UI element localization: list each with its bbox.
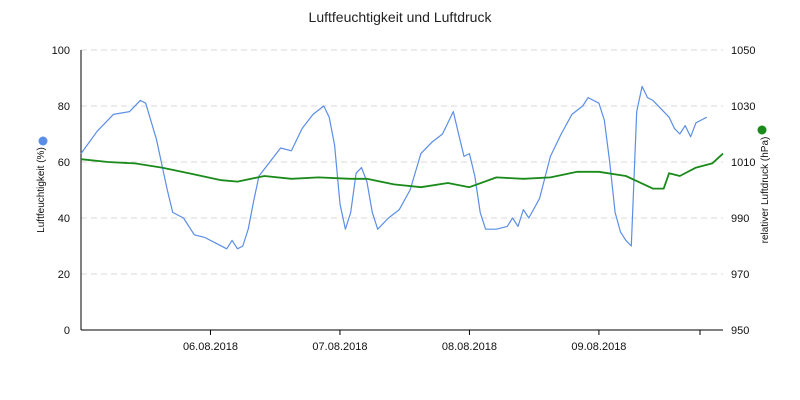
right-tick-label: 990 bbox=[731, 213, 749, 225]
x-tick-label: 06.08.2018 bbox=[183, 341, 238, 353]
axes bbox=[80, 50, 723, 331]
x-tick-label: 07.08.2018 bbox=[312, 341, 367, 353]
x-tick-label: 09.08.2018 bbox=[571, 341, 626, 353]
series-lines bbox=[80, 85, 724, 250]
left-tick-label: 20 bbox=[58, 269, 70, 281]
humidity-series-line bbox=[80, 85, 708, 250]
x-tick-label: 08.08.2018 bbox=[442, 341, 497, 353]
right-tick-label: 970 bbox=[731, 269, 749, 281]
left-axis-ticks: 0 20 40 60 80 100 bbox=[52, 45, 70, 337]
left-axis-title: Luftfeuchtigkeit (%) bbox=[36, 147, 47, 233]
right-tick-label: 950 bbox=[731, 325, 749, 337]
left-tick-label: 0 bbox=[64, 325, 70, 337]
left-tick-label: 60 bbox=[58, 157, 70, 169]
humidity-legend-marker bbox=[38, 136, 48, 146]
pressure-legend-marker bbox=[757, 125, 767, 135]
left-tick-label: 100 bbox=[52, 45, 70, 57]
left-tick-label: 40 bbox=[58, 213, 70, 225]
left-tick-label: 80 bbox=[58, 101, 70, 113]
right-tick-label: 1030 bbox=[731, 101, 755, 113]
right-axis-ticks: 950 970 990 1010 1030 1050 bbox=[731, 45, 755, 337]
chart-title: Luftfeuchtigkeit und Luftdruck bbox=[309, 9, 493, 25]
right-tick-label: 1050 bbox=[731, 45, 755, 57]
right-axis-title: relativer Luftdruck (hPa) bbox=[760, 137, 771, 244]
pressure-series-line bbox=[80, 152, 724, 190]
grid-lines bbox=[81, 49, 723, 275]
right-tick-label: 1010 bbox=[731, 157, 755, 169]
x-axis-ticks: 06.08.2018 07.08.2018 08.08.2018 09.08.2018 bbox=[183, 330, 701, 353]
